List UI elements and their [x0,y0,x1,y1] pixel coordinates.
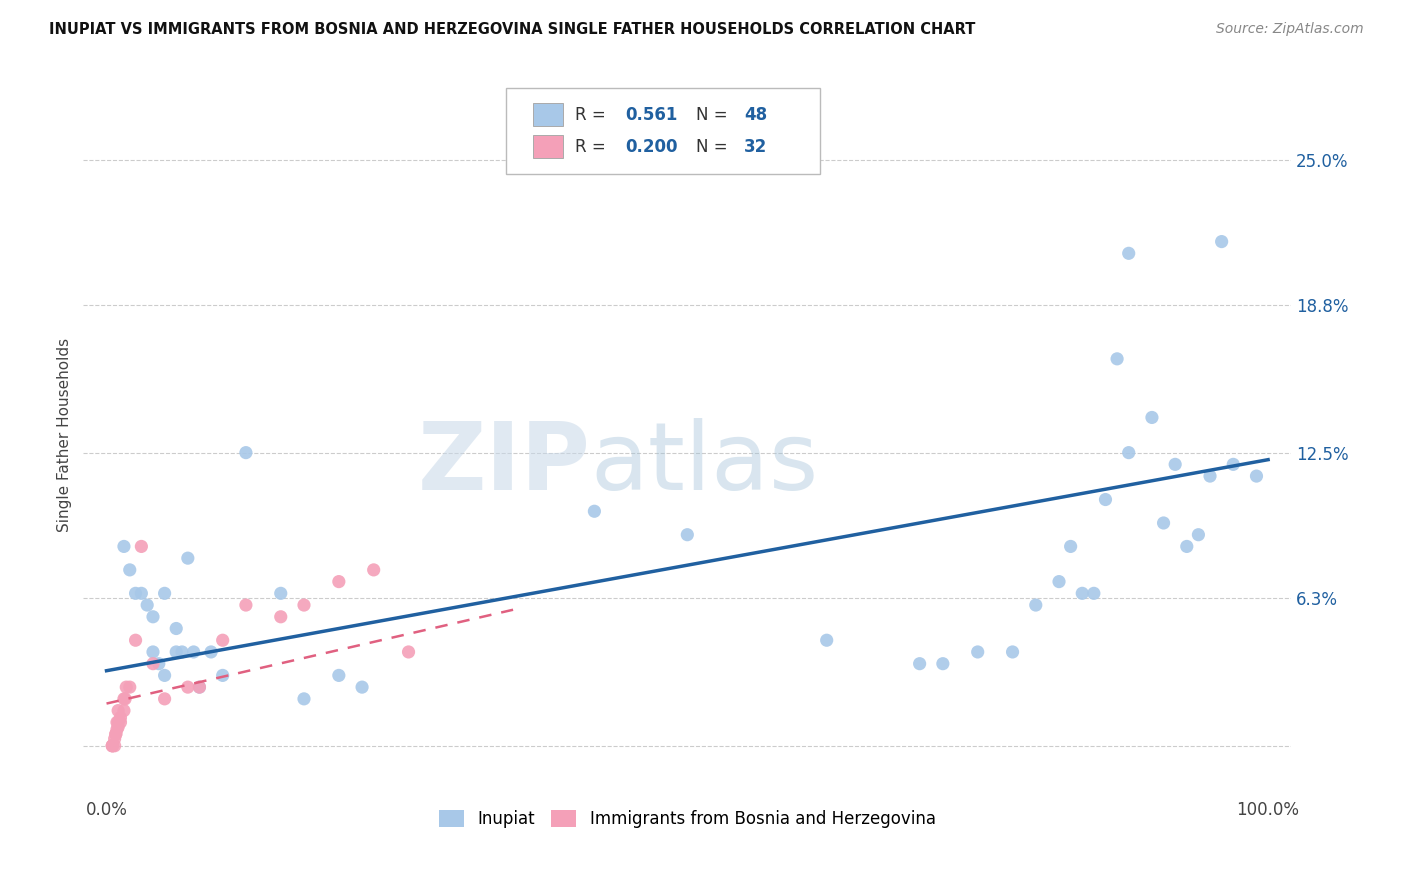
Point [1246,469,1268,483]
Point [131,540,153,554]
Point [1071,586,1094,600]
Point [270,586,292,600]
Point [131,586,153,600]
Point [165,622,187,636]
Point [1094,492,1116,507]
Point [112,704,135,718]
Text: 32: 32 [744,138,768,156]
Point [124,586,146,600]
Point [104,731,127,746]
Text: N =: N = [696,138,733,156]
Point [1153,516,1175,530]
Point [398,645,420,659]
Point [1211,235,1233,249]
Point [200,645,222,659]
Point [908,657,931,671]
Point [1164,458,1187,472]
Point [136,598,159,612]
Point [170,645,193,659]
Point [101,739,124,753]
Point [1025,598,1047,612]
Point [583,504,606,518]
Point [112,540,135,554]
Point [107,715,129,730]
Point [1001,645,1024,659]
Text: N =: N = [696,105,733,124]
Point [1047,574,1070,589]
Point [101,739,124,753]
Text: Source: ZipAtlas.com: Source: ZipAtlas.com [1216,22,1364,37]
Point [153,586,176,600]
Y-axis label: Single Father Households: Single Father Households [58,338,72,533]
Point [188,680,211,694]
Point [115,680,138,694]
Text: R =: R = [575,105,612,124]
Point [118,680,141,694]
Point [1107,351,1129,366]
Point [107,704,129,718]
Point [1140,410,1163,425]
Point [104,727,127,741]
Point [105,723,128,737]
Point [101,739,124,753]
FancyBboxPatch shape [533,136,562,158]
Point [104,739,127,753]
Point [270,609,292,624]
Point [932,657,955,671]
Point [177,551,200,566]
Point [1083,586,1105,600]
Point [107,720,129,734]
Point [165,645,187,659]
Point [118,563,141,577]
Point [183,645,205,659]
Point [235,445,257,459]
Point [142,657,165,671]
Point [153,691,176,706]
Point [966,645,988,659]
Point [188,680,211,694]
Text: R =: R = [575,138,612,156]
Point [1187,527,1209,541]
FancyBboxPatch shape [533,103,562,126]
Text: 48: 48 [744,105,768,124]
Point [328,668,350,682]
Point [177,680,200,694]
Point [142,645,165,659]
Point [112,691,135,706]
Point [815,633,838,648]
Point [1118,445,1140,459]
Point [1222,458,1244,472]
Point [1199,469,1222,483]
Text: INUPIAT VS IMMIGRANTS FROM BOSNIA AND HERZEGOVINA SINGLE FATHER HOUSEHOLDS CORRE: INUPIAT VS IMMIGRANTS FROM BOSNIA AND HE… [49,22,976,37]
Point [292,598,315,612]
Text: 0.561: 0.561 [626,105,678,124]
Point [110,715,132,730]
Point [676,527,699,541]
Point [292,691,315,706]
Point [110,711,132,725]
Point [105,715,128,730]
Point [148,657,170,671]
Point [1059,540,1081,554]
Point [211,668,233,682]
Text: 0.200: 0.200 [626,138,678,156]
Point [1175,540,1198,554]
FancyBboxPatch shape [506,88,820,174]
Legend: Inupiat, Immigrants from Bosnia and Herzegovina: Inupiat, Immigrants from Bosnia and Herz… [432,803,942,834]
Point [104,727,127,741]
Point [114,691,136,706]
Point [363,563,385,577]
Point [124,633,146,648]
Point [235,598,257,612]
Point [211,633,233,648]
Point [352,680,374,694]
Point [1118,246,1140,260]
Point [142,609,165,624]
Point [328,574,350,589]
Text: atlas: atlas [591,417,818,509]
Text: ZIP: ZIP [418,417,591,509]
Point [153,668,176,682]
